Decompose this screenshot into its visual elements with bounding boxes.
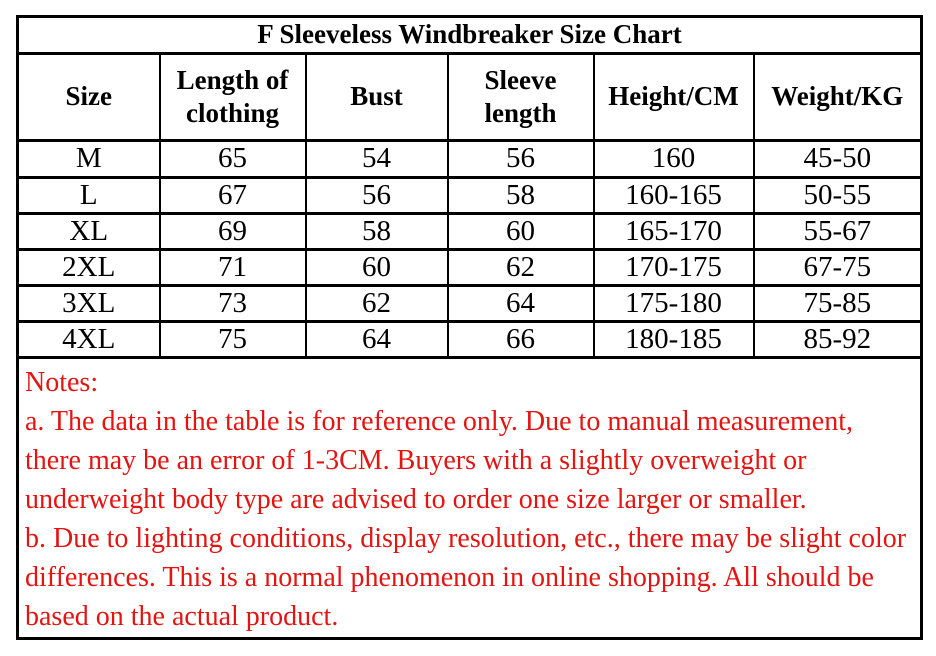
notes-row: Notes: a. The data in the table is for r… [16,356,923,640]
table-row: XL 69 58 60 165-170 55-67 [16,211,923,251]
table-cell: 58 [304,211,449,251]
table-cell: 2XL [16,247,161,287]
table-cell: XL [16,211,161,251]
table-cell: 3XL [16,283,161,323]
table-cell: 71 [158,247,307,287]
table-cell: L [16,175,161,215]
table-row: M 65 54 56 160 45-50 [16,139,923,179]
header-cell: Sleeve length [446,52,595,143]
size-chart-table: F Sleeveless Windbreaker Size Chart Size… [16,14,924,640]
table-title-row: F Sleeveless Windbreaker Size Chart [16,14,923,56]
table-cell: 4XL [16,319,161,360]
table-cell: 75-85 [752,283,923,323]
header-cell: Height/CM [592,52,755,143]
notes-cell: Notes: a. The data in the table is for r… [16,356,923,640]
table-cell: 69 [158,211,307,251]
table-cell: 75 [158,319,307,360]
header-cell: Size [16,52,161,143]
table-cell: 56 [304,175,449,215]
header-row: Size Length of clothing Bust Sleeve length H… [16,52,923,143]
note-item-a: a. The data in the table is for referenc… [25,406,853,516]
table-cell: 85-92 [752,319,923,360]
table-cell: 180-185 [592,319,755,360]
table-cell: 64 [304,319,449,360]
table-cell: 62 [304,283,449,323]
table-cell: 60 [304,247,449,287]
table-row: L 67 56 58 160-165 50-55 [16,175,923,215]
notes-text: Notes: a. The data in the table is for r… [25,363,914,635]
table-cell: 60 [446,211,595,251]
table-cell: 58 [446,175,595,215]
table-row: 2XL 71 60 62 170-175 67-75 [16,247,923,287]
table-title: F Sleeveless Windbreaker Size Chart [16,14,923,56]
table-cell: M [16,139,161,179]
table-cell: 56 [446,139,595,179]
header-cell: Length of clothing [158,52,307,143]
table-cell: 64 [446,283,595,323]
table-body: M 65 54 56 160 45-50 L 67 56 58 160-165 50-55 XL 69 58… [16,139,923,360]
table-cell: 54 [304,139,449,179]
table-cell: 165-170 [592,211,755,251]
table-row: 3XL 73 62 64 175-180 75-85 [16,283,923,323]
table-cell: 50-55 [752,175,923,215]
table-cell: 66 [446,319,595,360]
table-cell: 45-50 [752,139,923,179]
table-cell: 67-75 [752,247,923,287]
table-cell: 160-165 [592,175,755,215]
header-cell: Weight/KG [752,52,923,143]
table-cell: 175-180 [592,283,755,323]
table-cell: 65 [158,139,307,179]
table-row: 4XL 75 64 66 180-185 85-92 [16,319,923,360]
header-cell: Bust [304,52,449,143]
table-cell: 67 [158,175,307,215]
table-cell: 160 [592,139,755,179]
notes-heading: Notes: [25,367,99,399]
table-cell: 170-175 [592,247,755,287]
table-cell: 62 [446,247,595,287]
note-item-b: b. Due to lighting conditions, display r… [25,523,907,633]
table-cell: 55-67 [752,211,923,251]
table-cell: 73 [158,283,307,323]
